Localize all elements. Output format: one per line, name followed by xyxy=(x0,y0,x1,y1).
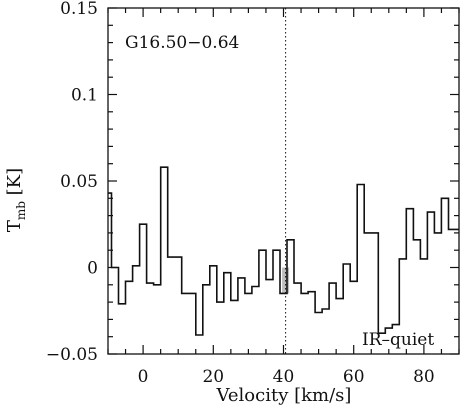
y-axis-label-symbol: T xyxy=(4,220,25,232)
x-tick-label: 80 xyxy=(413,367,435,387)
y-tick-label: 0.1 xyxy=(71,86,98,106)
y-tick-label: 0.05 xyxy=(60,172,98,192)
x-axis-label: Velocity [km/s] xyxy=(216,385,352,406)
y-tick-label: 0 xyxy=(87,259,98,279)
svg-text:Tmb [K]: Tmb [K] xyxy=(4,168,28,232)
y-axis-label: Tmb [K] xyxy=(4,168,28,232)
x-tick-label: 40 xyxy=(273,367,295,387)
y-axis-label-unit: [K] xyxy=(4,168,25,196)
y-axis-label-subscript: mb xyxy=(14,201,28,220)
status-label: IR–quiet xyxy=(362,330,434,350)
x-tick-label: 20 xyxy=(202,367,224,387)
x-tick-label: 0 xyxy=(138,367,149,387)
y-tick-label: 0.15 xyxy=(60,0,98,19)
x-tick-label: 60 xyxy=(343,367,365,387)
source-label: G16.50−0.64 xyxy=(125,33,239,53)
spectrum-series-0 xyxy=(108,166,459,336)
y-tick-label: −0.05 xyxy=(46,345,98,365)
